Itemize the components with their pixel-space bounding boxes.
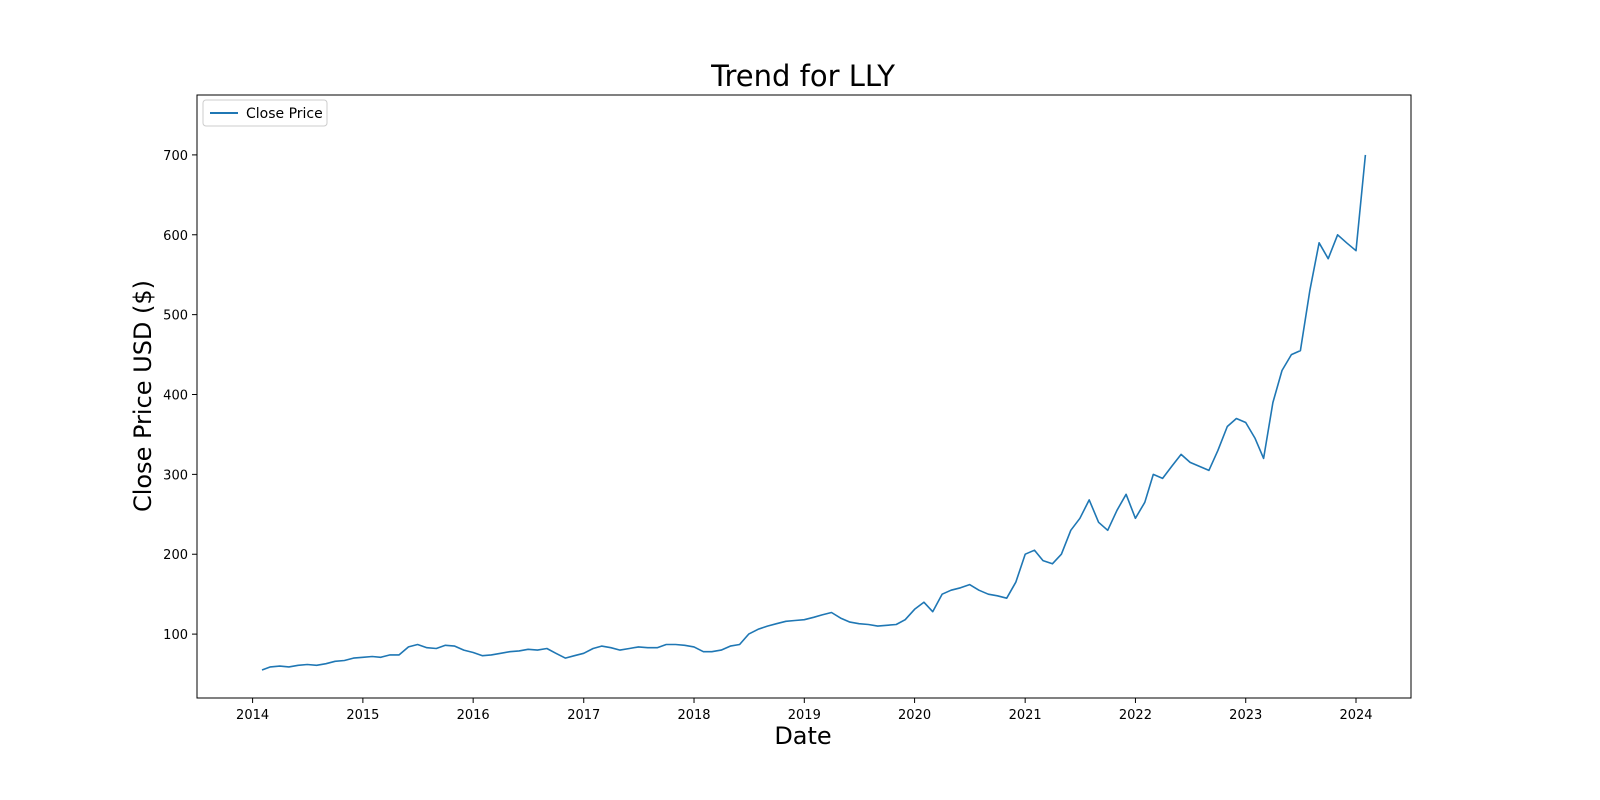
x-tick-label: 2024 xyxy=(1339,708,1372,723)
x-tick-label: 2016 xyxy=(457,708,490,723)
y-axis: 100 200 300 400 500 600 700 xyxy=(163,149,197,643)
x-tick-label: 2018 xyxy=(677,708,710,723)
x-tick-label: 2023 xyxy=(1229,708,1262,723)
x-tick-label: 2017 xyxy=(567,708,600,723)
y-axis-label: Close Price USD ($) xyxy=(129,280,157,512)
y-tick-label: 100 xyxy=(163,628,188,643)
plot-area: 2014 2015 2016 2017 2018 2019 2020 2021 2022 2023… xyxy=(163,94,1412,723)
legend-label-close-price: Close Price xyxy=(246,106,323,122)
y-tick-label: 200 xyxy=(163,548,188,563)
x-tick-label: 2022 xyxy=(1119,708,1152,723)
x-tick-label: 2020 xyxy=(898,708,931,723)
y-tick-label: 500 xyxy=(163,309,188,324)
x-tick-label: 2015 xyxy=(346,708,379,723)
legend-box xyxy=(202,99,328,127)
x-tick-label: 2021 xyxy=(1009,708,1042,723)
x-axis-label: Date xyxy=(774,722,831,750)
y-tick-label: 300 xyxy=(163,468,188,483)
y-tick-label: 400 xyxy=(163,389,188,404)
x-tick-label: 2014 xyxy=(236,708,269,723)
x-axis: 2014 2015 2016 2017 2018 2019 2020 2021 2022 2023… xyxy=(236,698,1373,723)
series-line-close-price xyxy=(261,154,1367,671)
chart-title: Trend for LLY xyxy=(710,59,895,93)
legend: Close Price xyxy=(202,99,328,127)
y-tick-label: 700 xyxy=(163,149,188,164)
y-tick-label: 600 xyxy=(163,229,188,244)
x-tick-label: 2019 xyxy=(788,708,821,723)
plot-frame xyxy=(196,94,1412,699)
